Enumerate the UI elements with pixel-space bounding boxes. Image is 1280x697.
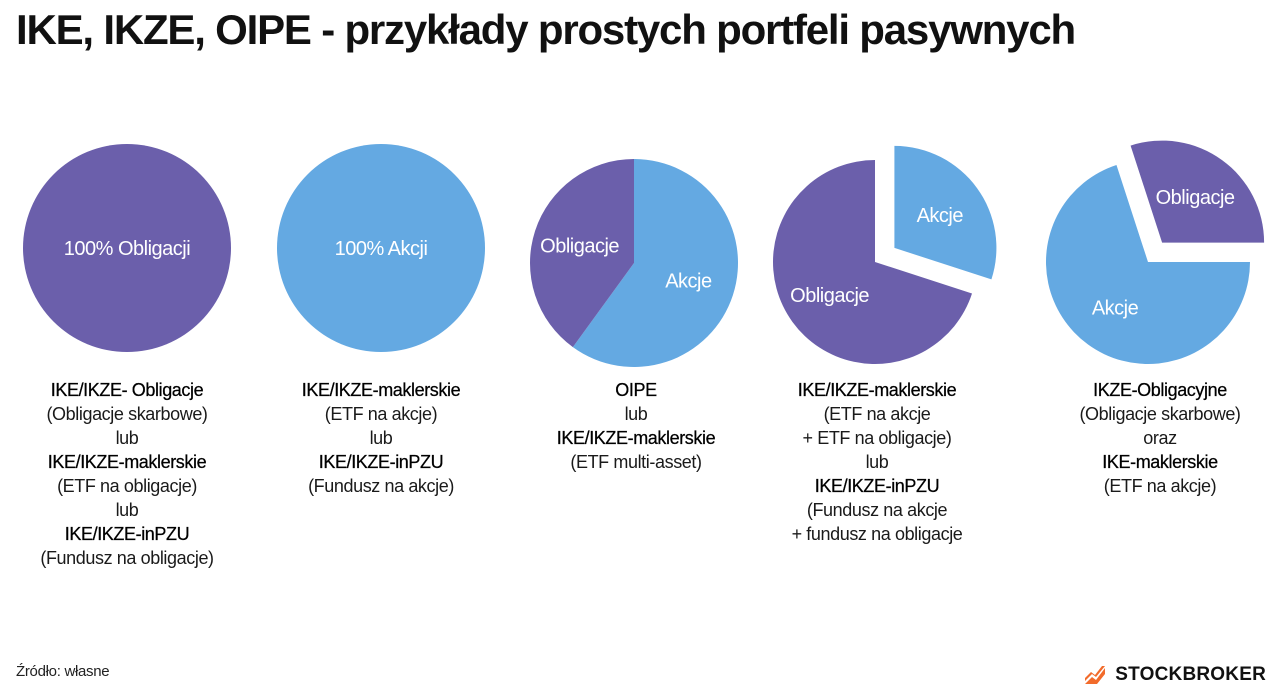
brand-name: STOCKBROKER xyxy=(1115,664,1266,685)
caption-account-name: IKE/IKZE- Obligacje xyxy=(50,380,204,400)
pie-caption-3: OIPE lub IKE/IKZE-maklerskie (ETF multi-ass… xyxy=(521,378,751,474)
pie-chart-5: Akcje Obligacje xyxy=(1046,140,1265,364)
page-title: IKE, IKZE, OIPE - przykłady prostych por… xyxy=(16,6,1076,53)
caption-account-name: OIPE xyxy=(615,380,657,400)
pie-caption-5: IKZE-Obligacyjne (Obligacje skarbowe) oraz… xyxy=(1045,378,1275,498)
pie-chart-1: 100% Obligacji xyxy=(23,144,231,352)
caption-account-name: IKE/IKZE-inPZU xyxy=(814,476,940,496)
caption-detail: (ETF na akcje xyxy=(823,404,931,424)
caption-account-name: IKE/IKZE-inPZU xyxy=(318,452,444,472)
slice-label-100-akcji: 100% Akcji xyxy=(335,238,428,260)
pie-slice-akcje xyxy=(572,159,739,367)
slice-label-100-obligacji: 100% Obligacji xyxy=(64,238,190,260)
pie-chart-2: 100% Akcji xyxy=(277,144,485,352)
caption-detail: oraz xyxy=(1143,428,1177,448)
caption-account-name: IKZE-Obligacyjne xyxy=(1093,380,1227,400)
caption-detail: + ETF na obligacje) xyxy=(802,428,952,448)
caption-detail: lub xyxy=(865,452,889,472)
slice-label-akcje: Akcje xyxy=(1092,297,1139,319)
caption-detail: (ETF na akcje) xyxy=(1103,476,1217,496)
pie-slice-akcje xyxy=(1046,164,1250,364)
stockbroker-logo-icon xyxy=(1085,666,1106,684)
caption-detail: (Obligacje skarbowe) xyxy=(46,404,208,424)
caption-account-name: IKE/IKZE-maklerskie xyxy=(797,380,957,400)
caption-detail: (Fundusz na obligacje) xyxy=(40,548,214,568)
caption-detail: lub xyxy=(115,500,139,520)
caption-account-name: IKE/IKZE-maklerskie xyxy=(47,452,207,472)
caption-detail: (ETF multi-asset) xyxy=(570,452,702,472)
pie-slice-100-obligacji xyxy=(23,144,231,352)
caption-detail: (Obligacje skarbowe) xyxy=(1079,404,1241,424)
caption-account-name: IKE/IKZE-maklerskie xyxy=(301,380,461,400)
pie-caption-4: IKE/IKZE-maklerskie (ETF na akcje + ETF na… xyxy=(762,378,992,546)
caption-account-name: IKE/IKZE-inPZU xyxy=(64,524,190,544)
caption-detail: (ETF na obligacje) xyxy=(57,476,197,496)
pie-slice-100-akcji xyxy=(277,144,485,352)
pie-chart-4: Akcje Obligacje xyxy=(773,145,997,364)
slice-label-obligacje: Obligacje xyxy=(1156,187,1235,209)
source-note: Źródło: własne xyxy=(16,663,110,680)
brand-logo: STOCKBROKER xyxy=(1083,664,1266,686)
caption-detail: lub xyxy=(115,428,139,448)
slice-label-akcje: Akcje xyxy=(917,205,964,227)
pie-chart-3: Akcje Obligacje xyxy=(530,159,739,367)
slice-label-akcje: Akcje xyxy=(665,271,712,293)
caption-account-name: IKE-maklerskie xyxy=(1102,452,1218,472)
caption-detail: (ETF na akcje) xyxy=(324,404,438,424)
caption-detail: lub xyxy=(369,428,393,448)
caption-detail: (Fundusz na akcje) xyxy=(308,476,454,496)
pie-slice-obligacje xyxy=(1130,140,1265,243)
slice-label-obligacje: Obligacje xyxy=(540,235,619,257)
pie-slice-obligacje xyxy=(773,160,973,364)
caption-detail: + fundusz na obligacje xyxy=(791,524,963,544)
caption-detail: (Fundusz na akcje xyxy=(806,500,948,520)
pie-slice-obligacje xyxy=(530,159,634,348)
caption-account-name: IKE/IKZE-maklerskie xyxy=(556,428,716,448)
pie-caption-2: IKE/IKZE-maklerskie (ETF na akcje) lub IKE/… xyxy=(266,378,496,498)
pie-slice-akcje xyxy=(894,145,997,280)
caption-detail: lub xyxy=(624,404,648,424)
slice-label-obligacje: Obligacje xyxy=(790,285,869,307)
pie-caption-1: IKE/IKZE- Obligacje (Obligacje skarbowe) l… xyxy=(12,378,242,570)
